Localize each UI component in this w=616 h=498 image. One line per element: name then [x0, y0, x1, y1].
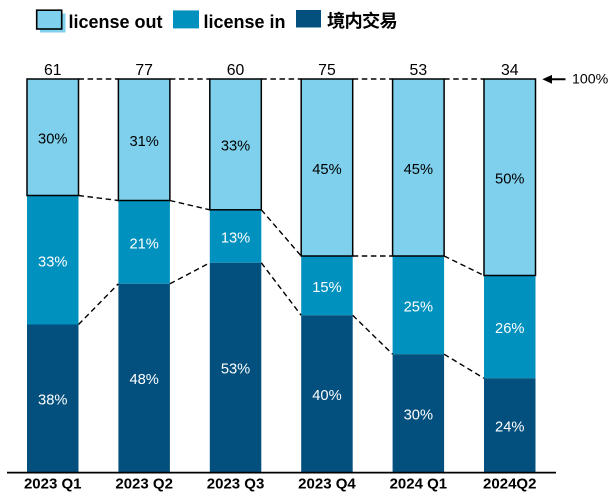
svg-text:2023 Q2: 2023 Q2 [115, 476, 173, 493]
svg-text:77: 77 [135, 62, 153, 79]
svg-text:48%: 48% [129, 372, 158, 388]
svg-text:34: 34 [501, 62, 519, 79]
svg-text:100%: 100% [572, 72, 609, 88]
svg-text:50%: 50% [495, 172, 524, 188]
svg-text:33%: 33% [38, 254, 67, 270]
svg-text:31%: 31% [129, 134, 158, 150]
svg-text:25%: 25% [404, 299, 433, 315]
svg-text:13%: 13% [221, 231, 250, 247]
svg-text:2023 Q1: 2023 Q1 [24, 476, 82, 493]
svg-text:33%: 33% [221, 139, 250, 155]
svg-text:24%: 24% [495, 419, 524, 435]
svg-text:30%: 30% [404, 407, 433, 423]
svg-text:38%: 38% [38, 393, 67, 409]
svg-text:license in: license in [204, 12, 286, 32]
svg-text:40%: 40% [312, 388, 341, 404]
svg-text:61: 61 [44, 62, 62, 79]
svg-text:45%: 45% [312, 162, 341, 178]
svg-text:30%: 30% [38, 132, 67, 148]
svg-text:60: 60 [227, 62, 245, 79]
svg-text:2023 Q4: 2023 Q4 [298, 476, 356, 493]
svg-text:2024 Q1: 2024 Q1 [390, 476, 448, 493]
svg-text:21%: 21% [129, 237, 158, 253]
svg-text:2024Q2: 2024Q2 [483, 476, 536, 493]
svg-text:53%: 53% [221, 362, 250, 378]
svg-text:15%: 15% [312, 280, 341, 296]
svg-text:75: 75 [318, 62, 336, 79]
svg-text:45%: 45% [404, 162, 433, 178]
svg-text:26%: 26% [495, 321, 524, 337]
svg-text:2023 Q3: 2023 Q3 [207, 476, 265, 493]
svg-text:53: 53 [410, 62, 428, 79]
svg-text:license out: license out [69, 12, 163, 32]
